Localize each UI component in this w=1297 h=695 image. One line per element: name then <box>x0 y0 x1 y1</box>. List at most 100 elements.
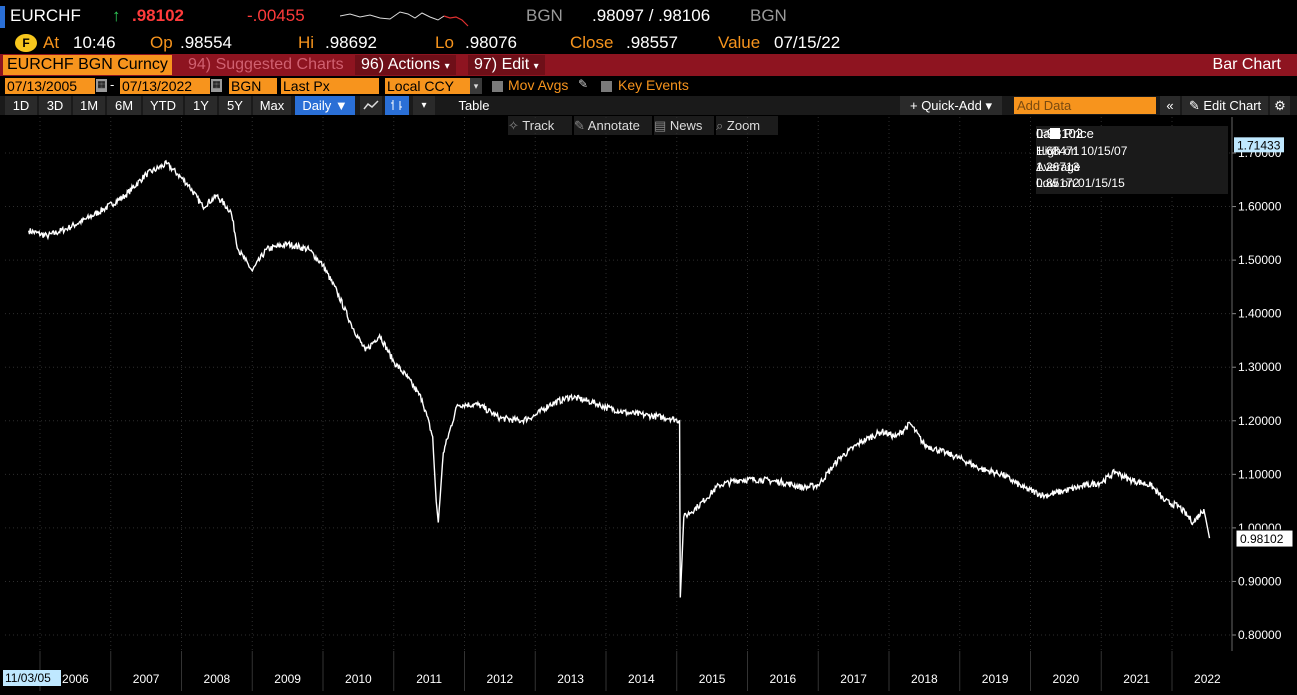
legend-collapse-icon[interactable]: ⊟ <box>1040 128 1049 139</box>
news-label: News <box>669 118 703 133</box>
track-tool[interactable]: ✧ Track <box>508 116 572 135</box>
calendar-icon[interactable]: ▦ <box>96 79 107 92</box>
range-5y-button[interactable]: 5Y <box>219 96 251 115</box>
top-value-marker <box>1234 137 1284 153</box>
chevron-down-icon: ▾ <box>533 61 539 72</box>
mov-avgs-checkbox[interactable] <box>492 81 503 92</box>
key-events-label[interactable]: Key Events <box>618 77 689 93</box>
range-max-button[interactable]: Max <box>253 96 291 115</box>
actions-button[interactable]: 96) Actions ▾ <box>355 55 456 75</box>
actions-label: 96) Actions <box>361 56 441 73</box>
high-value: .98692 <box>325 33 377 52</box>
field-selector[interactable]: Last Px <box>281 78 379 94</box>
start-date-field[interactable]: 07/13/2005 <box>5 78 95 94</box>
security-field[interactable]: EURCHF BGN Curncy <box>3 55 172 75</box>
x-tick-label: 2014 <box>628 672 655 686</box>
x-tick-label: 2020 <box>1053 672 1080 686</box>
range-1y-button[interactable]: 1Y <box>185 96 217 115</box>
suggested-charts-button[interactable]: 94) Suggested Charts <box>188 56 344 73</box>
bid-ask: .98097 / .98106 <box>592 6 711 25</box>
range-1m-button[interactable]: 1M <box>73 96 105 115</box>
pencil-icon[interactable]: ✎ <box>578 77 589 91</box>
high-marker-icon: ⊤ <box>1050 144 1061 158</box>
price-chart[interactable]: 1.700001.600001.500001.400001.300001.200… <box>0 117 1297 695</box>
x-tick-label: 2009 <box>274 672 301 686</box>
chevron-down-icon[interactable]: ▾ <box>413 96 435 115</box>
frequency-dropdown[interactable]: Daily ▼ <box>295 96 355 115</box>
function-icon[interactable]: F <box>15 34 37 52</box>
start-date-marker <box>3 670 61 686</box>
news-icon: ▤ <box>654 118 670 133</box>
legend-low-label: Low on 01/15/15 <box>1036 176 1125 190</box>
y-tick-label: 1.30000 <box>1238 360 1282 374</box>
currency-dropdown-icon[interactable]: ▾ <box>470 78 482 94</box>
edit-label: 97) Edit <box>474 56 530 73</box>
range-6m-button[interactable]: 6M <box>107 96 141 115</box>
chart-settings-row: 07/13/2005 ▦ - 07/13/2022 ▦ BGN Last Px … <box>0 77 1297 95</box>
zoom-icon: ⌕ <box>716 118 727 133</box>
end-date-field[interactable]: 07/13/2022 <box>120 78 210 94</box>
price-series-line <box>28 159 1211 598</box>
value-date: 07/15/22 <box>774 33 841 52</box>
news-tool[interactable]: ▤ News <box>654 116 714 135</box>
edit-chart-button[interactable]: ✎ Edit Chart <box>1182 96 1268 115</box>
y-tick-label: 1.50000 <box>1238 253 1282 267</box>
legend-avg-value: 1.26713 <box>1036 160 1080 174</box>
x-tick-label: 2011 <box>416 672 442 686</box>
range-3d-button[interactable]: 3D <box>39 96 71 115</box>
x-tick-label: 2022 <box>1194 672 1221 686</box>
bar-chart-icon[interactable] <box>385 96 409 115</box>
low-marker-icon: ⊥ <box>1050 176 1061 190</box>
currency-field[interactable]: Local CCY <box>385 78 470 94</box>
table-button[interactable]: Table <box>440 96 508 115</box>
zoom-tool[interactable]: ⌕ Zoom <box>716 116 778 135</box>
legend-swatch <box>1050 128 1060 139</box>
quick-add-button[interactable]: + Quick-Add ▾ <box>900 96 1002 115</box>
axis-markers: 1.71433 0.98102 11/03/05 <box>3 137 1294 686</box>
low-value: .98076 <box>465 33 517 52</box>
close-label: Close <box>570 33 614 52</box>
edit-button[interactable]: 97) Edit ▾ <box>468 55 545 75</box>
y-tick-label: 0.80000 <box>1238 628 1282 642</box>
chevron-down-icon: ▾ <box>444 61 450 72</box>
key-events-checkbox[interactable] <box>601 81 612 92</box>
range-1d-button[interactable]: 1D <box>5 96 37 115</box>
last-value-marker <box>1235 529 1294 548</box>
x-axis: 2006 2007 2008 2009 2010 2011 2012 2013 2014 2015… <box>39 651 1221 691</box>
edit-chart-label: Edit Chart <box>1203 98 1262 113</box>
ticker-label[interactable]: EURCHF <box>10 6 81 25</box>
collapse-icon[interactable]: « <box>1160 96 1180 115</box>
x-tick-label: 2007 <box>133 672 160 686</box>
range-ytd-button[interactable]: YTD <box>143 96 183 115</box>
source-label: BGN <box>526 6 563 25</box>
selection-marker <box>0 6 5 28</box>
x-tick-label: 2012 <box>487 672 514 686</box>
x-tick-label: 2010 <box>345 672 372 686</box>
source-field[interactable]: BGN <box>229 78 277 94</box>
sparkline <box>340 11 469 27</box>
x-tick-label: 2015 <box>699 672 726 686</box>
low-label: Lo <box>435 33 454 52</box>
mov-avgs-label[interactable]: Mov Avgs <box>508 77 569 93</box>
gear-icon[interactable]: ⚙ <box>1270 96 1290 115</box>
top-value-marker-label: 1.71433 <box>1237 138 1281 152</box>
quote-details: At 10:46 Op .98554 Hi .98692 Lo .98076 C… <box>0 32 1297 54</box>
line-chart-icon[interactable] <box>360 96 382 115</box>
y-axis: 1.700001.600001.500001.400001.300001.200… <box>1231 117 1282 651</box>
legend-last-value: 0.98102 <box>1036 126 1083 141</box>
annotate-tool[interactable]: ✎ Annotate <box>574 116 652 135</box>
legend-avg-label: Average <box>1036 160 1081 174</box>
source-label-2: BGN <box>750 6 787 25</box>
calendar-icon[interactable]: ▦ <box>211 79 222 92</box>
track-label: Track <box>522 118 555 133</box>
start-date-marker-label: 11/03/05 <box>5 671 51 685</box>
x-tick-label: 2021 <box>1123 672 1150 686</box>
chart-legend: ⊟ Last Price 0.98102 ⊤ High on 10/15/07 … <box>1036 126 1228 194</box>
x-tick-label: 2013 <box>557 672 584 686</box>
value-label: Value <box>718 33 761 52</box>
annotate-label: Annotate <box>587 118 640 133</box>
add-data-input[interactable]: Add Data <box>1014 97 1156 114</box>
x-tick-label: 2006 <box>62 672 89 686</box>
chart-tools-row: ✧ Track ✎ Annotate ▤ News ⌕ Zoom <box>0 116 1297 136</box>
zoom-label: Zoom <box>726 118 761 133</box>
